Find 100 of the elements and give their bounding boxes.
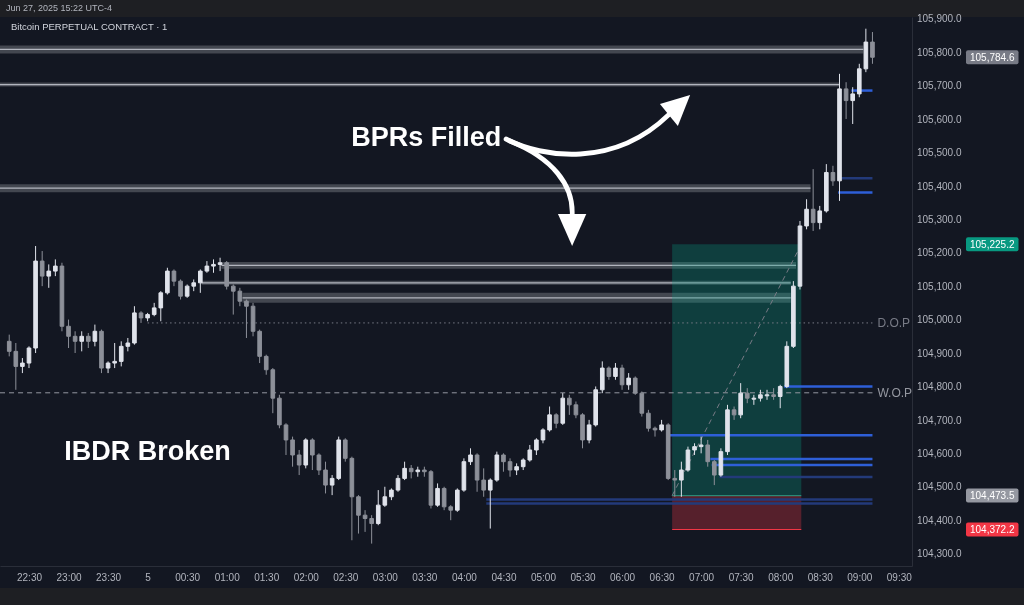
candlestick bbox=[619, 364, 625, 391]
candlestick bbox=[145, 312, 150, 322]
y-tick-label: 104,600.0 bbox=[917, 448, 962, 460]
annotation: BPRs Filled bbox=[351, 122, 502, 152]
candlestick bbox=[613, 362, 618, 381]
candlestick bbox=[211, 258, 216, 274]
candlestick bbox=[599, 360, 605, 394]
x-tick-label: 05:30 bbox=[570, 572, 596, 584]
candlestick bbox=[553, 412, 559, 429]
candlestick bbox=[830, 165, 836, 187]
candlestick bbox=[718, 447, 724, 478]
y-tick-label: 105,700.0 bbox=[917, 80, 962, 92]
x-tick-label: 08:30 bbox=[807, 572, 834, 584]
x-tick-label: 23:30 bbox=[96, 572, 122, 584]
candlestick bbox=[402, 461, 407, 481]
candlestick bbox=[580, 412, 585, 449]
text: 105,784.6 bbox=[970, 51, 1015, 63]
candlestick bbox=[606, 365, 612, 381]
x-tick-label: 09:00 bbox=[847, 572, 873, 584]
x-tick-label: 09:30 bbox=[886, 572, 913, 584]
candlestick bbox=[132, 305, 137, 346]
candlestick bbox=[652, 426, 658, 438]
candlestick bbox=[797, 220, 803, 290]
text: 104,473.5 bbox=[970, 490, 1015, 502]
chart-subtitle: Jun 27, 2025 15:22 UTC-4 bbox=[6, 3, 113, 13]
candlestick bbox=[791, 280, 796, 349]
candlestick bbox=[731, 406, 737, 421]
x-tick-label: 06:30 bbox=[649, 572, 676, 584]
candlestick bbox=[53, 258, 58, 277]
y-tick-label: 105,500.0 bbox=[917, 147, 962, 159]
candlestick bbox=[415, 466, 421, 478]
candlestick bbox=[20, 357, 25, 374]
y-tick-label: 105,800.0 bbox=[917, 46, 962, 58]
candlestick bbox=[244, 299, 249, 339]
annotation: IBDR Broken bbox=[64, 436, 231, 466]
candlestick bbox=[507, 457, 513, 478]
y-tick-label: 104,500.0 bbox=[917, 481, 962, 493]
candlestick bbox=[283, 422, 289, 456]
x-tick-label: 02:30 bbox=[333, 572, 359, 584]
candlestick bbox=[764, 389, 770, 401]
y-tick-label: 105,900.0 bbox=[917, 13, 962, 25]
candlestick bbox=[540, 427, 546, 444]
x-tick-label: 22:30 bbox=[16, 572, 43, 584]
candlestick bbox=[26, 345, 32, 369]
series-label: D.O.P bbox=[877, 316, 911, 331]
candlestick bbox=[277, 394, 282, 429]
candlestick bbox=[224, 260, 229, 290]
text: 105,225.2 bbox=[970, 238, 1015, 250]
candlestick bbox=[389, 487, 394, 501]
x-tick-label: 03:30 bbox=[412, 572, 438, 584]
candlestick bbox=[59, 262, 65, 332]
x-tick-label: 23:00 bbox=[56, 572, 82, 584]
candlestick bbox=[72, 330, 78, 354]
candlestick bbox=[290, 436, 295, 468]
candlestick bbox=[751, 394, 757, 406]
candlestick bbox=[165, 267, 170, 296]
y-tick-label: 105,400.0 bbox=[917, 180, 962, 192]
candlestick bbox=[501, 452, 506, 473]
candlestick bbox=[217, 257, 223, 272]
candlestick bbox=[435, 482, 440, 508]
x-tick-label: 05:00 bbox=[530, 572, 557, 584]
candlestick bbox=[705, 439, 711, 468]
candlestick bbox=[39, 250, 45, 287]
candlestick bbox=[33, 245, 38, 354]
candlestick bbox=[85, 332, 91, 349]
candlestick bbox=[804, 198, 809, 230]
candlestick bbox=[303, 437, 309, 469]
candlestick bbox=[712, 459, 717, 486]
candlestick bbox=[408, 464, 414, 479]
candlestick bbox=[850, 86, 856, 125]
candlestick bbox=[560, 392, 566, 426]
y-tick-label: 104,900.0 bbox=[917, 347, 962, 359]
candlestick bbox=[138, 310, 144, 324]
candlestick bbox=[46, 263, 52, 289]
candlestick bbox=[395, 474, 401, 493]
y-tick-label: 104,300.0 bbox=[917, 548, 962, 560]
candlestick bbox=[810, 168, 816, 232]
x-tick-label: 5 bbox=[145, 572, 152, 584]
y-tick-label: 105,000.0 bbox=[917, 314, 962, 326]
x-tick-label: 03:00 bbox=[372, 572, 399, 584]
series-label: W.O.P bbox=[877, 386, 913, 401]
x-tick-label: 06:00 bbox=[610, 572, 636, 584]
candlestick bbox=[817, 205, 823, 230]
candlestick bbox=[837, 73, 842, 202]
x-tick-label: 07:30 bbox=[728, 572, 755, 584]
x-tick-label: 01:30 bbox=[254, 572, 280, 584]
candlestick bbox=[547, 406, 552, 433]
y-tick-label: 105,200.0 bbox=[917, 247, 962, 259]
y-tick-label: 105,600.0 bbox=[917, 113, 962, 125]
y-tick-label: 104,700.0 bbox=[917, 414, 962, 426]
y-tick-label: 105,100.0 bbox=[917, 280, 962, 292]
candlestick bbox=[514, 462, 519, 476]
y-tick-label: 105,300.0 bbox=[917, 213, 962, 225]
candlestick bbox=[646, 409, 651, 433]
x-tick-label: 01:00 bbox=[214, 572, 241, 584]
x-tick-label: 04:00 bbox=[451, 572, 478, 584]
chart-title: Bitcoin PERPETUAL CONTRACT · 1 bbox=[11, 21, 168, 32]
candlestick bbox=[692, 442, 697, 456]
candlestick bbox=[738, 382, 743, 419]
y-tick-label: 104,400.0 bbox=[917, 514, 962, 526]
